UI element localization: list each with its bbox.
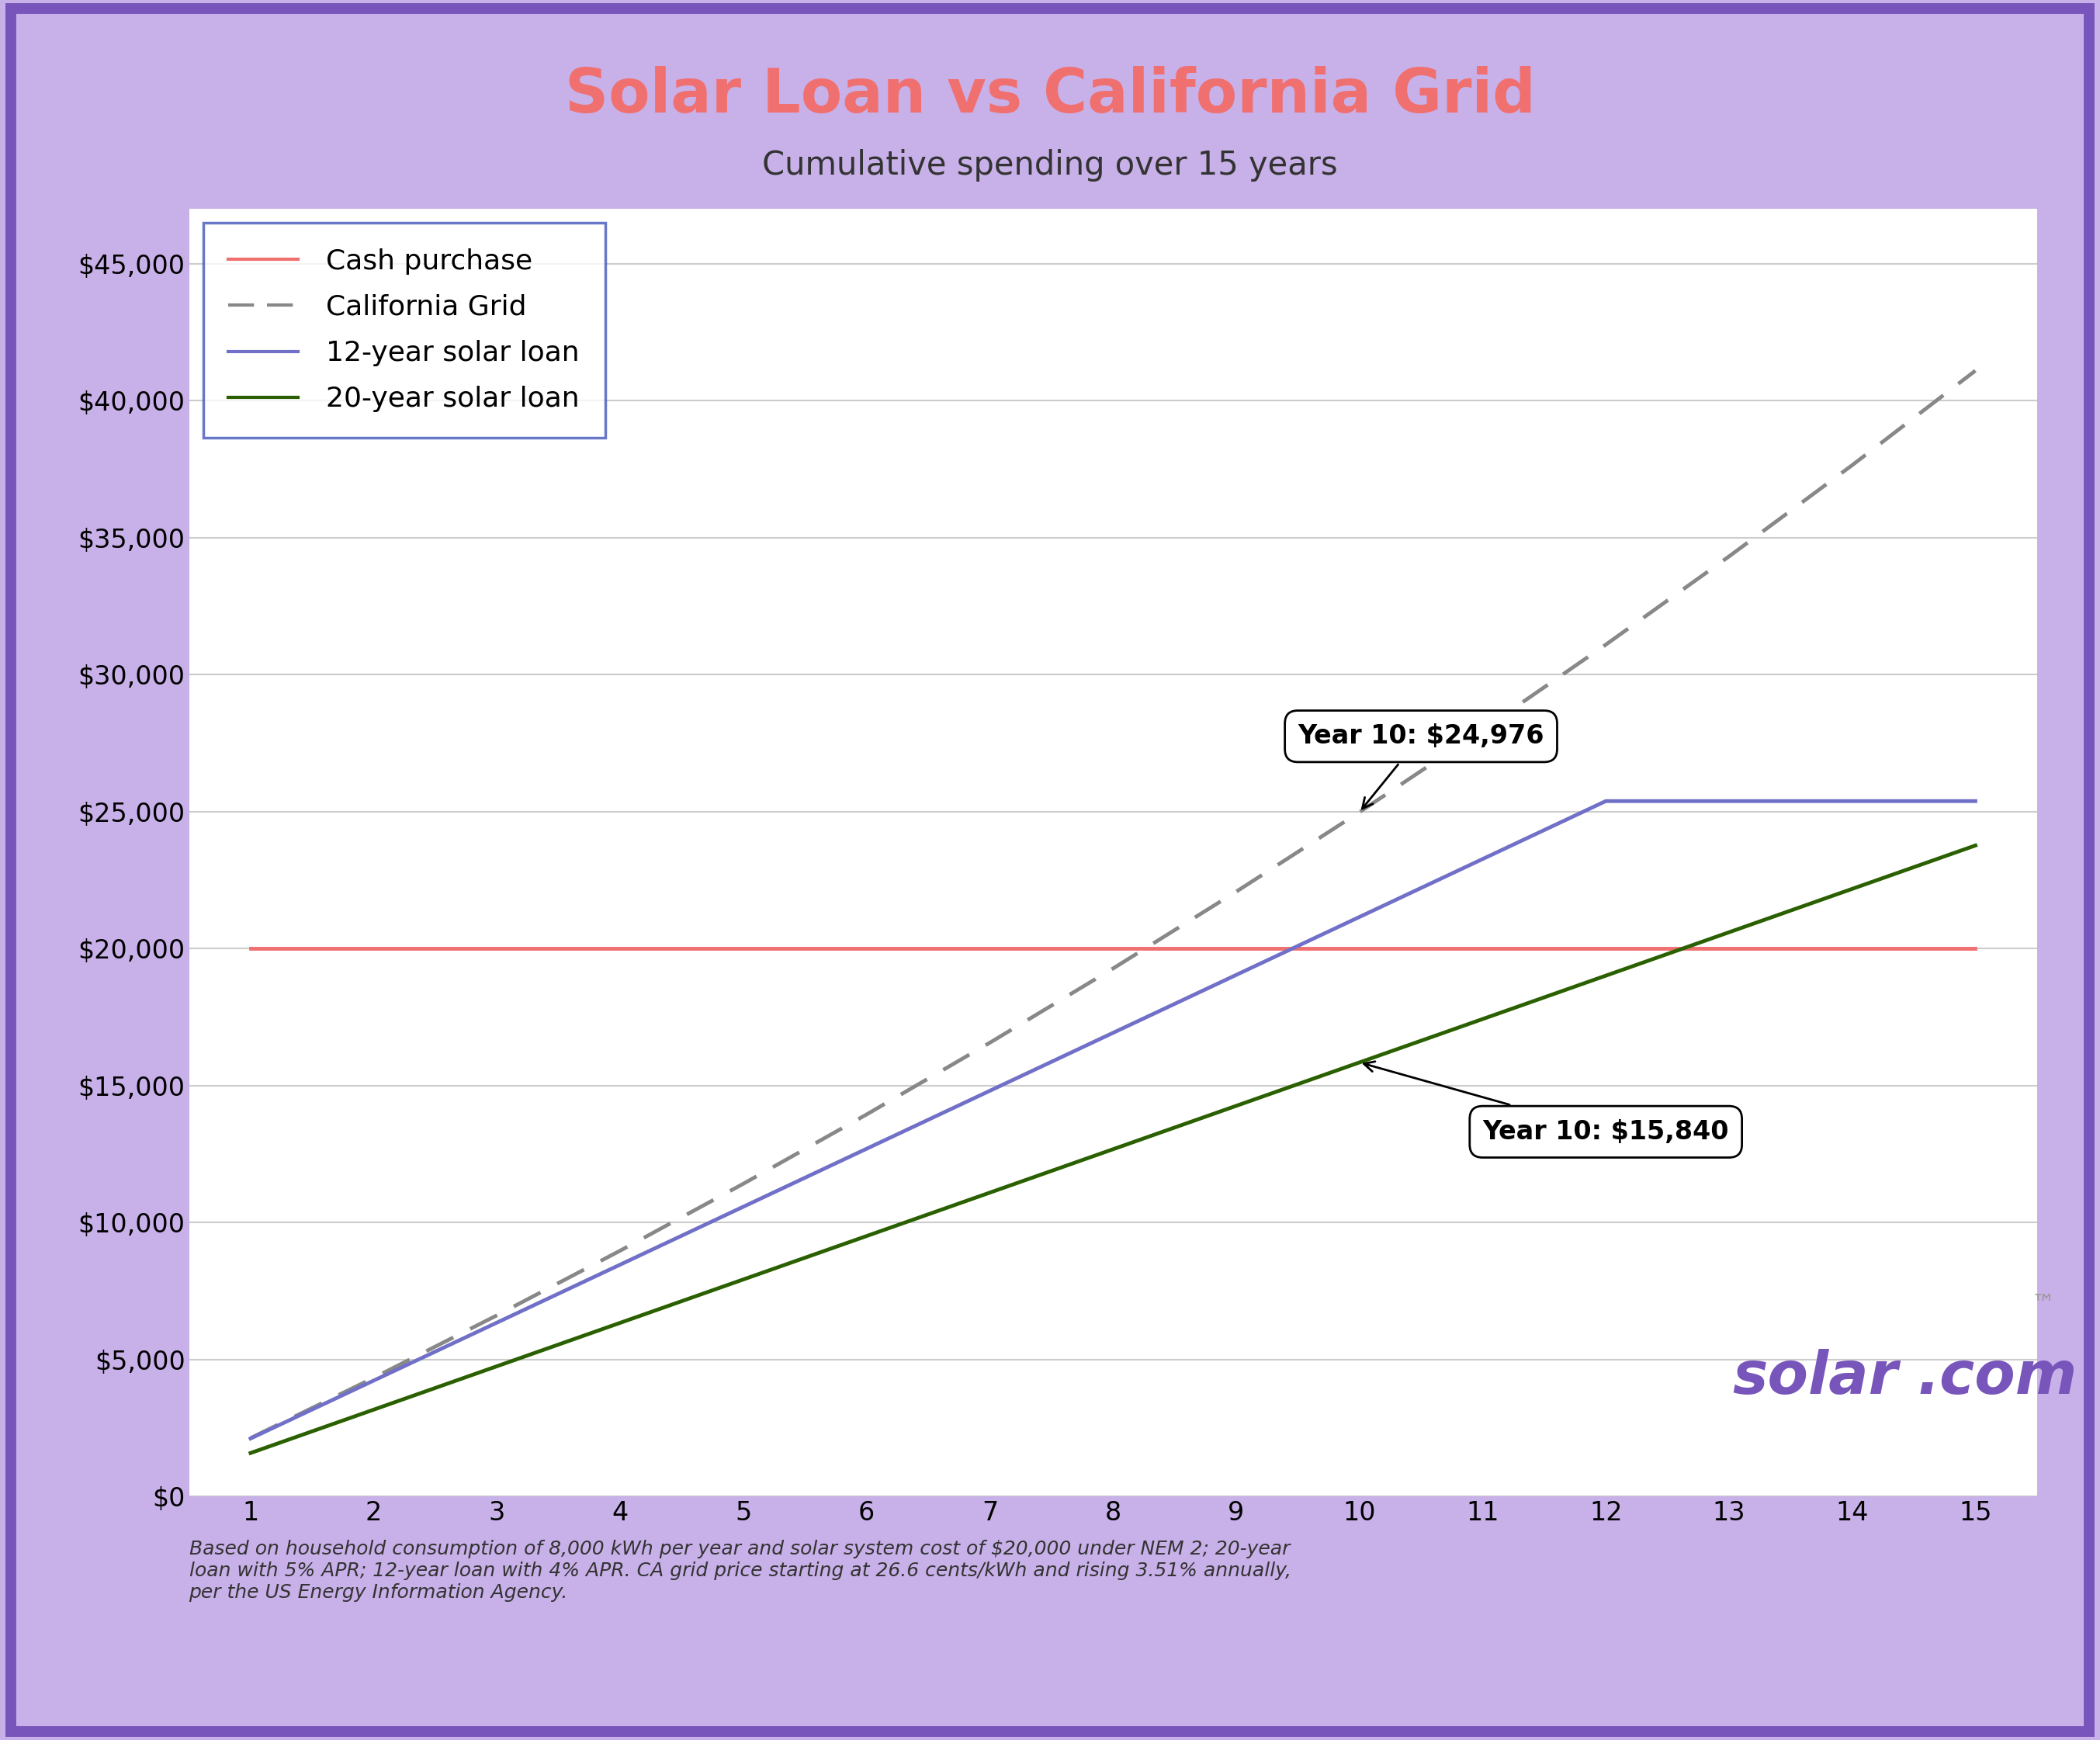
Text: Cumulative spending over 15 years: Cumulative spending over 15 years: [762, 150, 1338, 181]
Text: Based on household consumption of 8,000 kWh per year and solar system cost of $2: Based on household consumption of 8,000 …: [189, 1540, 1292, 1603]
Text: .com: .com: [1917, 1348, 2077, 1406]
Text: ™: ™: [2031, 1293, 2056, 1315]
Text: Solar Loan vs California Grid: Solar Loan vs California Grid: [565, 66, 1535, 125]
Text: solar: solar: [1732, 1348, 1898, 1406]
Text: Year 10: $24,976: Year 10: $24,976: [1298, 724, 1543, 809]
Text: Year 10: $15,840: Year 10: $15,840: [1363, 1061, 1728, 1145]
Legend: Cash purchase, California Grid, 12-year solar loan, 20-year solar loan: Cash purchase, California Grid, 12-year …: [204, 223, 605, 438]
